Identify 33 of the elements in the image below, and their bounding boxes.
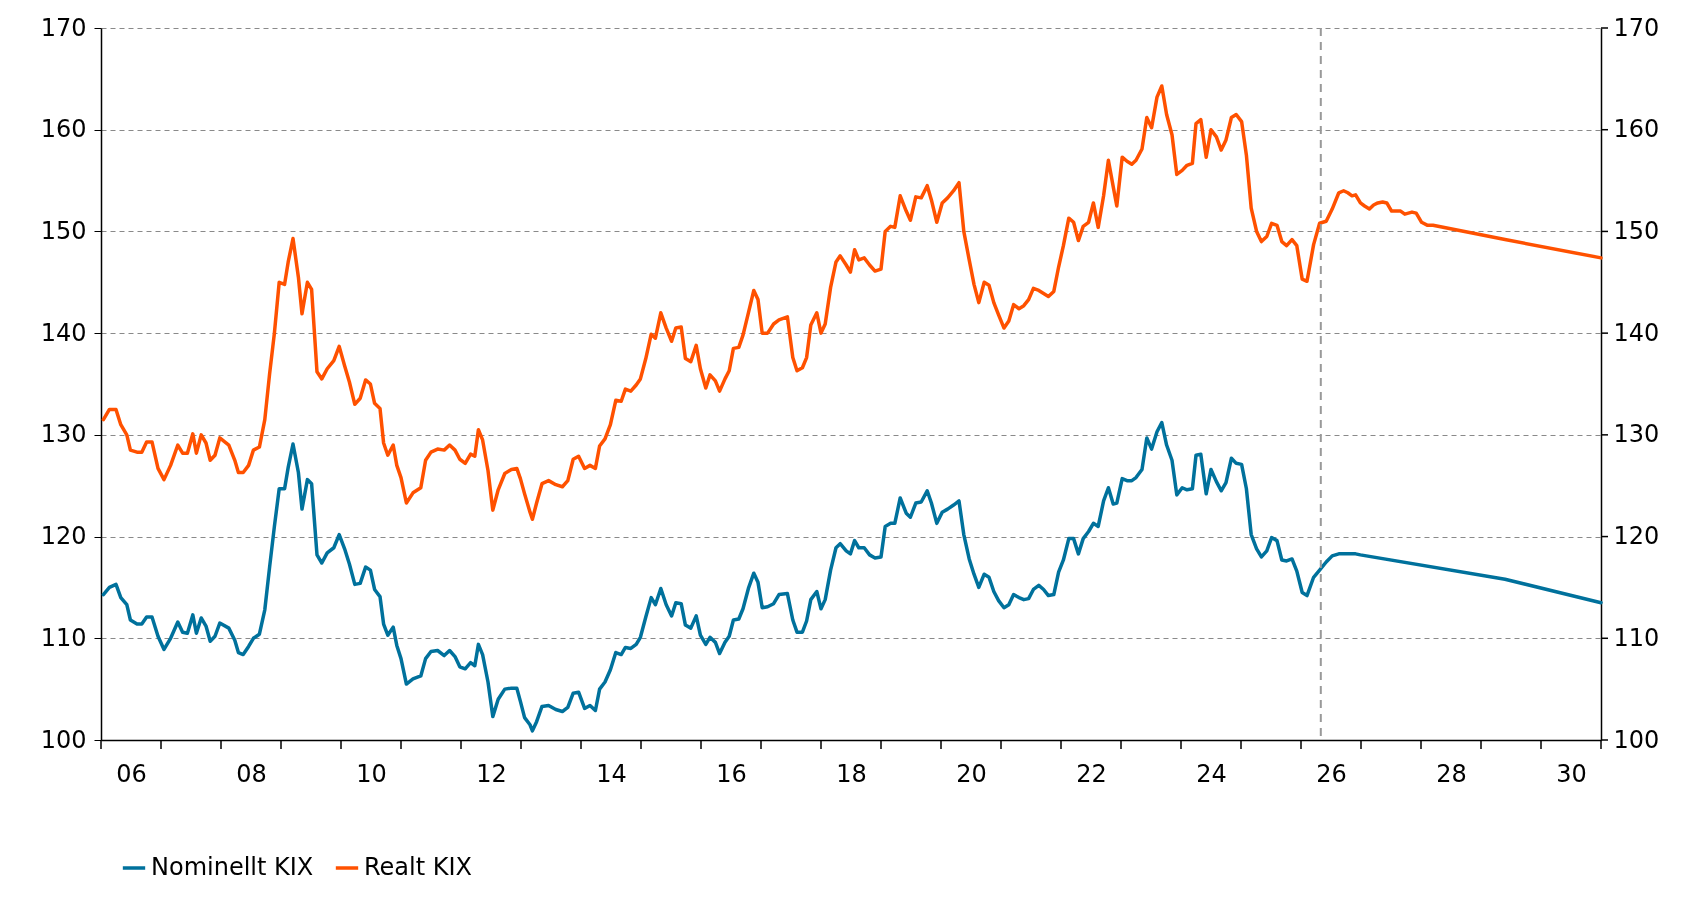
y2-tick-label: 120 [40, 522, 87, 551]
legend-label: Realt KIX [364, 853, 473, 881]
x-tick-label: 28 [1436, 759, 1467, 788]
x-tick-label: 12 [476, 759, 507, 788]
y2-tick-label: 170 [40, 13, 87, 42]
x-tick-label: 18 [836, 759, 867, 788]
y-tick-label: 150 [1613, 216, 1660, 245]
y-tick-label: 110 [1613, 623, 1660, 652]
y-tick-label: 120 [1613, 522, 1660, 551]
x-tick-label: 14 [596, 759, 627, 788]
y-tick-label: 100 [1613, 725, 1660, 754]
x-tick-label: 20 [956, 759, 987, 788]
x-tick-label: 08 [236, 759, 267, 788]
y2-tick-label: 150 [40, 216, 87, 245]
y-tick-label: 140 [1613, 318, 1660, 347]
x-tick-label: 16 [716, 759, 747, 788]
legend-label: Nominellt KIX [151, 853, 314, 881]
y2-tick-label: 160 [40, 115, 87, 144]
line-series [101, 84, 1603, 522]
x-tick-label: 24 [1196, 759, 1227, 788]
x-tick-label: 06 [116, 759, 147, 788]
y-tick-label: 160 [1613, 115, 1660, 144]
line-series [101, 420, 1603, 733]
y2-tick-label: 110 [40, 623, 87, 652]
y2-tick-label: 100 [40, 725, 87, 754]
y-tick-label: 130 [1613, 420, 1660, 449]
x-tick-label: 30 [1556, 759, 1587, 788]
x-tick-label: 26 [1316, 759, 1347, 788]
y2-tick-label: 130 [40, 420, 87, 449]
y2-tick-label: 140 [40, 318, 87, 347]
y-tick-label: 170 [1613, 13, 1660, 42]
x-tick-label: 22 [1076, 759, 1107, 788]
x-tick-label: 10 [356, 759, 387, 788]
